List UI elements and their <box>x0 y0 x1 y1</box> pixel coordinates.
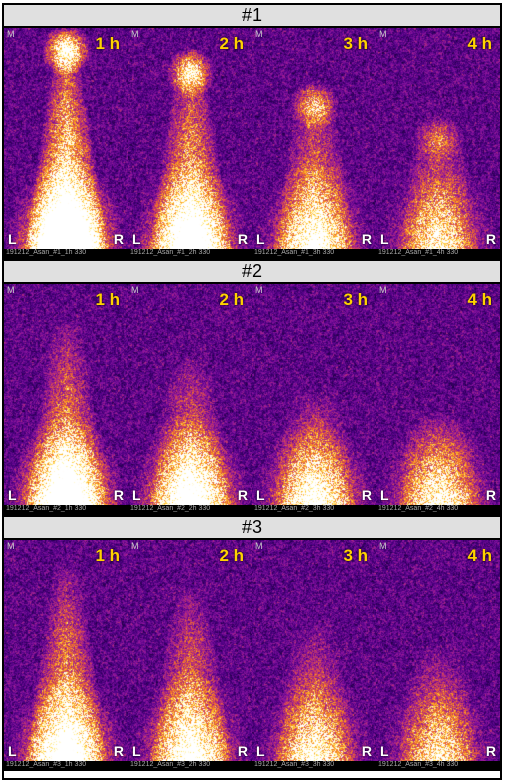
top-marker: M <box>379 285 387 295</box>
right-marker: R <box>238 487 248 503</box>
top-marker: M <box>7 29 15 39</box>
scan-image <box>252 540 376 771</box>
right-marker: R <box>486 487 496 503</box>
right-marker: R <box>362 743 372 759</box>
scan-cell: M 1 h L R 191212_Asan_#2_1h 330 <box>4 284 128 515</box>
left-marker: L <box>132 487 141 503</box>
scan-cell: M 3 h L R 191212_Asan_#2_3h 330 <box>252 284 376 515</box>
scan-cell: M 2 h L R 191212_Asan_#1_2h 330 <box>128 28 252 259</box>
left-marker: L <box>256 487 265 503</box>
time-label: 4 h <box>467 290 492 310</box>
footer-text: 191212_Asan_#2_4h 330 <box>376 505 500 515</box>
top-marker: M <box>255 29 263 39</box>
scan-cell: M 1 h L R 191212_Asan_#3_1h 330 <box>4 540 128 771</box>
right-marker: R <box>114 231 124 247</box>
left-marker: L <box>8 743 17 759</box>
scan-image <box>4 540 128 771</box>
left-marker: L <box>8 231 17 247</box>
left-marker: L <box>8 487 17 503</box>
scan-image <box>4 284 128 515</box>
scan-cell: M 4 h L R 191212_Asan_#3_4h 330 <box>376 540 500 771</box>
right-marker: R <box>486 743 496 759</box>
group-2: #2 M1 hLR191212_Asan_#2_1h 330 M2 hLR191… <box>4 259 500 515</box>
footer-text: 191212_Asan_#1_1h 330 <box>4 249 128 259</box>
right-marker: R <box>362 487 372 503</box>
top-marker: M <box>7 285 15 295</box>
footer-text: 191212_Asan_#2_3h 330 <box>252 505 376 515</box>
top-marker: M <box>131 285 139 295</box>
footer-text: 191212_Asan_#3_4h 330 <box>376 761 500 771</box>
time-label: 1 h <box>95 290 120 310</box>
footer-text: 191212_Asan_#1_4h 330 <box>376 249 500 259</box>
group-3-row: M1 hLR191212_Asan_#3_1h 330 M2 hLR191212… <box>4 540 500 771</box>
time-label: 3 h <box>343 546 368 566</box>
right-marker: R <box>114 487 124 503</box>
left-marker: L <box>380 487 389 503</box>
scan-cell: M 4 h L R 191212_Asan_#1_4h 330 <box>376 28 500 259</box>
time-label: 2 h <box>219 546 244 566</box>
scan-image <box>376 540 500 771</box>
left-marker: L <box>256 231 265 247</box>
time-label: 1 h <box>95 546 120 566</box>
scan-cell: M 2 h L R 191212_Asan_#2_2h 330 <box>128 284 252 515</box>
time-label: 2 h <box>219 34 244 54</box>
group-2-header: #2 <box>4 259 500 284</box>
scan-image <box>252 284 376 515</box>
left-marker: L <box>132 231 141 247</box>
footer-text: 191212_Asan_#1_3h 330 <box>252 249 376 259</box>
scan-image <box>376 284 500 515</box>
top-marker: M <box>7 541 15 551</box>
top-marker: M <box>131 29 139 39</box>
scan-image <box>252 28 376 259</box>
group-1-row: M1 hLR191212_Asan_#1_1h 330 M2 hLR191212… <box>4 28 500 259</box>
right-marker: R <box>238 743 248 759</box>
left-marker: L <box>380 231 389 247</box>
time-label: 3 h <box>343 34 368 54</box>
group-1: #1 M1 hLR191212_Asan_#1_1h 330 M2 hLR191… <box>4 5 500 259</box>
right-marker: R <box>238 231 248 247</box>
footer-text: 191212_Asan_#3_1h 330 <box>4 761 128 771</box>
scan-image <box>376 28 500 259</box>
figure-frame: #1 M1 hLR191212_Asan_#1_1h 330 M2 hLR191… <box>2 3 502 780</box>
left-marker: L <box>132 743 141 759</box>
right-marker: R <box>362 231 372 247</box>
scan-image <box>128 540 252 771</box>
group-2-row: M1 hLR191212_Asan_#2_1h 330 M2 hLR191212… <box>4 284 500 515</box>
group-1-header: #1 <box>4 5 500 28</box>
scan-cell: M 3 h L R 191212_Asan_#3_3h 330 <box>252 540 376 771</box>
scan-image <box>4 28 128 259</box>
time-label: 4 h <box>467 34 492 54</box>
time-label: 4 h <box>467 546 492 566</box>
top-marker: M <box>379 29 387 39</box>
top-marker: M <box>255 541 263 551</box>
footer-text: 191212_Asan_#2_1h 330 <box>4 505 128 515</box>
scan-cell: M 2 h L R 191212_Asan_#3_2h 330 <box>128 540 252 771</box>
right-marker: R <box>486 231 496 247</box>
scan-image <box>128 28 252 259</box>
scan-cell: M 4 h L R 191212_Asan_#2_4h 330 <box>376 284 500 515</box>
footer-text: 191212_Asan_#1_2h 330 <box>128 249 252 259</box>
footer-text: 191212_Asan_#3_3h 330 <box>252 761 376 771</box>
time-label: 3 h <box>343 290 368 310</box>
top-marker: M <box>255 285 263 295</box>
right-marker: R <box>114 743 124 759</box>
time-label: 2 h <box>219 290 244 310</box>
scan-cell: M 3 h L R 191212_Asan_#1_3h 330 <box>252 28 376 259</box>
group-3-header: #3 <box>4 515 500 540</box>
footer-text: 191212_Asan_#2_2h 330 <box>128 505 252 515</box>
scan-cell: M 1 h L R 191212_Asan_#1_1h 330 <box>4 28 128 259</box>
left-marker: L <box>256 743 265 759</box>
time-label: 1 h <box>95 34 120 54</box>
scan-image <box>128 284 252 515</box>
top-marker: M <box>131 541 139 551</box>
top-marker: M <box>379 541 387 551</box>
left-marker: L <box>380 743 389 759</box>
footer-text: 191212_Asan_#3_2h 330 <box>128 761 252 771</box>
group-3: #3 M1 hLR191212_Asan_#3_1h 330 M2 hLR191… <box>4 515 500 771</box>
